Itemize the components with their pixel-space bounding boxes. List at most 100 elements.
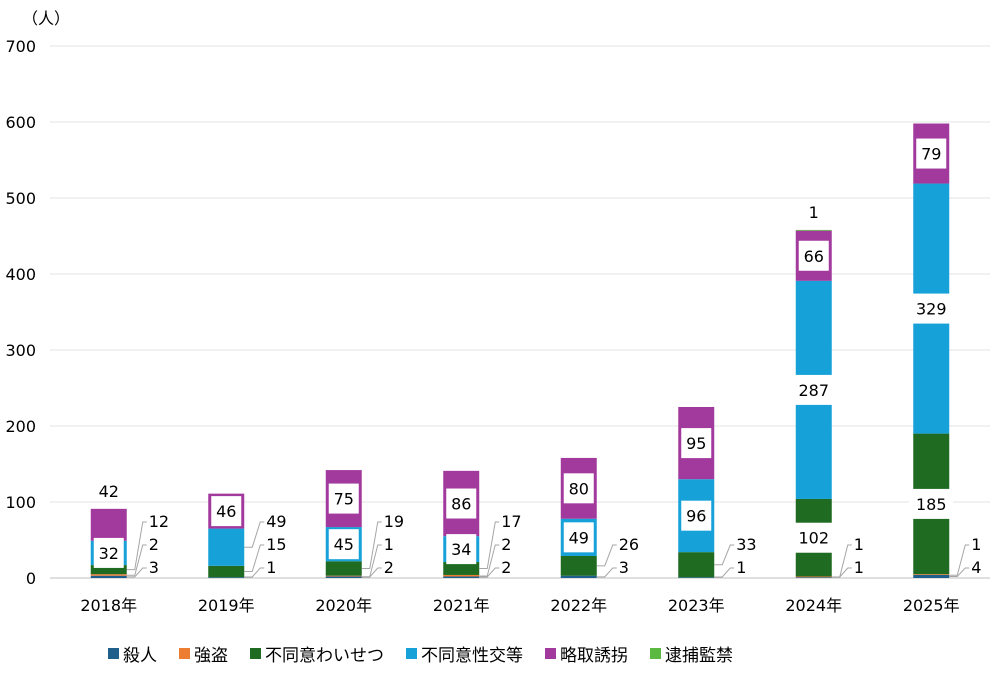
data-label: 185 <box>916 495 947 514</box>
bar-segment <box>90 575 127 578</box>
data-label-box <box>916 138 947 169</box>
data-label: 49 <box>569 528 589 547</box>
legend-swatch <box>179 648 190 659</box>
gridlines <box>50 45 990 579</box>
data-label: 2 <box>501 558 511 577</box>
legend-label: 不同意わいせつ <box>265 646 384 666</box>
data-label: 17 <box>501 512 521 531</box>
data-label: 66 <box>804 247 824 266</box>
data-label: 96 <box>686 507 706 526</box>
data-label-box <box>211 496 242 527</box>
data-label: 1 <box>809 203 819 222</box>
leader-line <box>126 544 147 576</box>
data-label-box <box>681 428 712 459</box>
data-label-box <box>798 240 829 271</box>
bar-segment <box>208 528 245 566</box>
data-label: 33 <box>736 535 756 554</box>
bar-segment <box>560 555 597 576</box>
data-label: 80 <box>569 479 589 498</box>
y-tick-label: 400 <box>5 265 36 284</box>
data-label: 1 <box>854 558 864 577</box>
legend-label: 不同意性交等 <box>421 646 523 666</box>
legend-label: 殺人 <box>123 646 157 666</box>
y-tick-label: 600 <box>5 113 36 132</box>
data-label: 32 <box>99 544 119 563</box>
y-tick-label: 300 <box>5 341 36 360</box>
data-label: 45 <box>334 535 354 554</box>
data-label-box <box>328 483 359 514</box>
data-label: 329 <box>916 300 947 319</box>
data-label: 102 <box>798 529 829 548</box>
x-tick-label: 2018年 <box>80 596 137 615</box>
leader-line <box>714 544 735 566</box>
data-label: 79 <box>921 145 941 164</box>
bar-segment <box>678 552 715 578</box>
data-label: 1 <box>736 558 746 577</box>
y-tick-label: 700 <box>5 37 36 56</box>
bar-segment <box>795 229 832 231</box>
leader-line <box>244 544 265 573</box>
data-label-box <box>909 488 954 519</box>
data-label-box <box>328 529 359 560</box>
legend-swatch <box>406 648 417 659</box>
leader-line <box>126 567 147 578</box>
bar-segment <box>678 577 715 578</box>
y-axis-ticks: 0 100 200 300 400 500 600 700 <box>5 37 36 588</box>
data-label: 75 <box>334 490 354 509</box>
data-label-box <box>791 374 836 405</box>
x-tick-label: 2021年 <box>433 596 490 615</box>
x-axis-ticks: 2018年 2019年 2020年 2021年 2022年 2023年 2024年 2025年 <box>80 596 959 615</box>
leader-line <box>949 567 970 577</box>
leader-line <box>831 544 852 578</box>
legend-swatch <box>650 648 661 659</box>
data-label-box <box>681 500 712 531</box>
legend-label: 逮捕監禁 <box>665 646 733 666</box>
bar-segment <box>443 562 480 575</box>
data-label-box <box>446 534 477 565</box>
bar-segment <box>208 565 245 578</box>
data-label: 3 <box>619 558 629 577</box>
legend: 殺人 強盗 不同意わいせつ 不同意性交等 略取誘拐 逮捕監禁 <box>108 646 733 666</box>
data-label-box <box>791 522 836 553</box>
legend-swatch <box>545 648 556 659</box>
data-label: 95 <box>686 434 706 453</box>
leader-line <box>244 521 265 548</box>
leader-line <box>596 567 617 578</box>
data-label-box <box>563 473 594 504</box>
x-tick-label: 2025年 <box>903 596 960 615</box>
bar-segment <box>913 574 950 578</box>
x-tick-label: 2023年 <box>668 596 725 615</box>
data-label: 4 <box>971 558 981 577</box>
bar-segment <box>560 575 597 578</box>
data-label-box <box>446 488 477 519</box>
data-label: 46 <box>216 502 236 521</box>
bar-segment <box>90 574 127 576</box>
bar-segment <box>795 577 832 578</box>
bar-segment <box>795 576 832 578</box>
x-tick-label: 2019年 <box>198 596 255 615</box>
bar-segment <box>325 576 362 578</box>
leader-line <box>361 544 382 578</box>
data-label-box <box>93 537 124 568</box>
x-tick-label: 2022年 <box>550 596 607 615</box>
data-label-box <box>563 522 594 553</box>
data-label: 19 <box>384 512 404 531</box>
leader-line <box>244 567 265 578</box>
leader-line <box>479 544 500 577</box>
y-tick-label: 0 <box>26 569 36 588</box>
data-label: 2 <box>384 558 394 577</box>
data-label: 49 <box>266 512 286 531</box>
bar-segment <box>443 576 480 578</box>
leader-line <box>479 567 500 578</box>
y-tick-label: 500 <box>5 189 36 208</box>
legend-swatch <box>250 648 261 659</box>
bar-segment <box>90 508 127 541</box>
data-label: 2 <box>149 535 159 554</box>
bar-segment <box>325 575 362 577</box>
y-axis-unit-label: （人） <box>22 9 70 28</box>
data-label: 26 <box>619 535 639 554</box>
data-labels: 3212324211549462119457522173486326498013… <box>93 138 981 578</box>
legend-label: 略取誘拐 <box>560 646 628 666</box>
bar-segment <box>90 565 127 575</box>
